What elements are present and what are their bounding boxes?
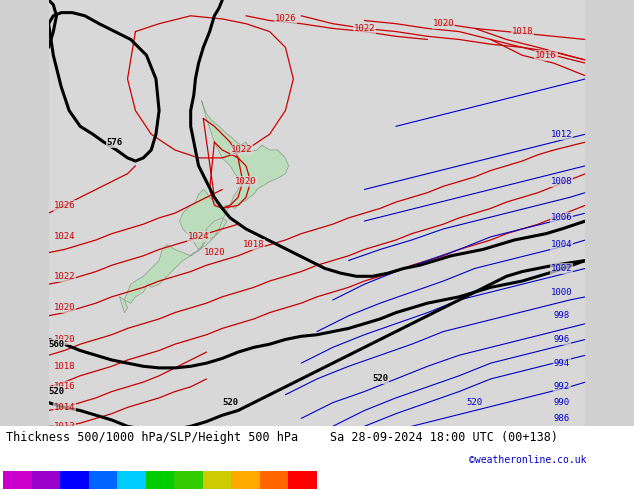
- Text: ©weatheronline.co.uk: ©weatheronline.co.uk: [469, 455, 586, 465]
- FancyBboxPatch shape: [60, 471, 89, 489]
- Text: 1018: 1018: [243, 240, 264, 249]
- Text: 1012: 1012: [551, 130, 573, 139]
- Text: 1020: 1020: [432, 19, 454, 28]
- Text: 520: 520: [467, 398, 483, 407]
- Text: 1016: 1016: [54, 382, 75, 392]
- Text: 1018: 1018: [54, 362, 75, 371]
- Text: 1020: 1020: [204, 248, 225, 257]
- Text: 998: 998: [553, 311, 570, 320]
- Text: 560: 560: [48, 340, 65, 349]
- Text: Thickness 500/1000 hPa/SLP/Height 500 hPa: Thickness 500/1000 hPa/SLP/Height 500 hP…: [6, 431, 299, 444]
- Text: 986: 986: [553, 414, 570, 423]
- Text: 1024: 1024: [54, 232, 75, 242]
- FancyBboxPatch shape: [3, 471, 32, 489]
- Polygon shape: [120, 297, 127, 313]
- Text: 1004: 1004: [551, 240, 573, 249]
- Text: 1002: 1002: [551, 264, 573, 273]
- FancyBboxPatch shape: [203, 471, 231, 489]
- FancyBboxPatch shape: [117, 471, 146, 489]
- Text: 1022: 1022: [54, 272, 75, 281]
- Text: 1022: 1022: [354, 24, 375, 33]
- FancyBboxPatch shape: [32, 471, 60, 489]
- Text: 1008: 1008: [551, 177, 573, 186]
- FancyBboxPatch shape: [260, 471, 288, 489]
- Text: 1006: 1006: [551, 213, 573, 222]
- Text: 994: 994: [553, 359, 570, 368]
- Text: 1020: 1020: [54, 335, 75, 344]
- Text: 1012: 1012: [54, 422, 75, 431]
- Text: 1026: 1026: [54, 201, 75, 210]
- Text: 1024: 1024: [188, 232, 209, 242]
- FancyBboxPatch shape: [288, 471, 317, 489]
- Text: 1026: 1026: [275, 14, 296, 24]
- Text: 576: 576: [107, 138, 123, 147]
- Polygon shape: [124, 218, 227, 303]
- Polygon shape: [179, 101, 288, 249]
- Text: 520: 520: [48, 387, 65, 396]
- FancyBboxPatch shape: [146, 471, 174, 489]
- Text: 1014: 1014: [54, 403, 75, 412]
- Text: 520: 520: [222, 398, 238, 407]
- Text: 990: 990: [553, 398, 570, 407]
- Text: 1018: 1018: [512, 27, 533, 36]
- Text: 1020: 1020: [235, 177, 257, 186]
- Text: 992: 992: [553, 382, 570, 392]
- FancyBboxPatch shape: [231, 471, 260, 489]
- FancyBboxPatch shape: [89, 471, 117, 489]
- Text: 1020: 1020: [54, 303, 75, 313]
- Text: 996: 996: [553, 335, 570, 344]
- FancyBboxPatch shape: [174, 471, 203, 489]
- Text: 1022: 1022: [231, 146, 252, 154]
- Text: 520: 520: [372, 374, 388, 384]
- Text: 1000: 1000: [551, 288, 573, 296]
- Text: 1016: 1016: [535, 51, 557, 60]
- Text: Sa 28-09-2024 18:00 UTC (00+138): Sa 28-09-2024 18:00 UTC (00+138): [330, 431, 558, 444]
